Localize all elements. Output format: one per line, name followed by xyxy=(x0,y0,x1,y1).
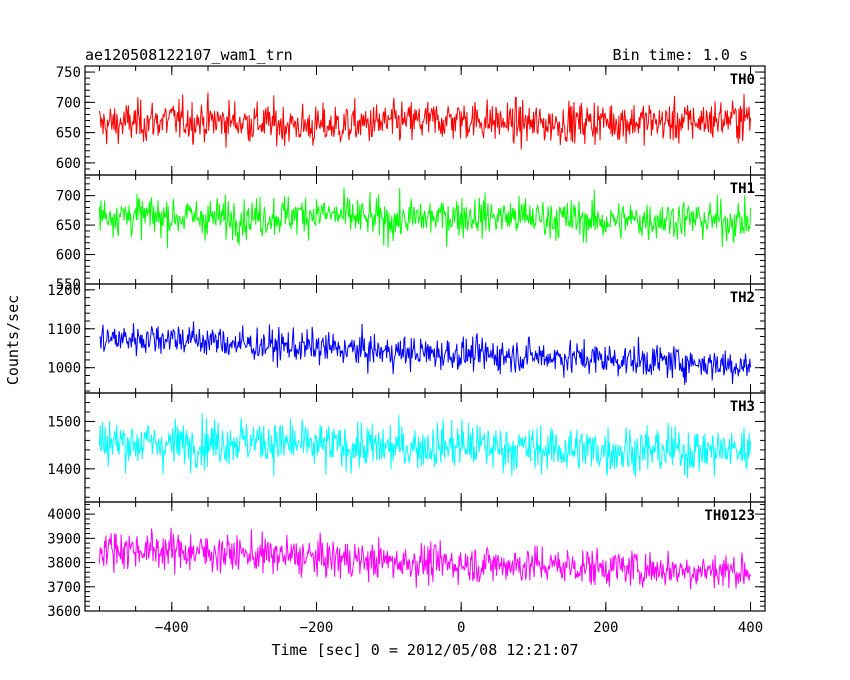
series-th2-line xyxy=(99,321,752,385)
series-th0123-line xyxy=(98,527,752,590)
y-tick-label: 1000 xyxy=(47,361,81,377)
x-tick-label: −400 xyxy=(155,620,189,636)
panels-group: 600 650 700 750 TH0 550 600 650 700 TH1 1000 1100 12… xyxy=(47,65,766,620)
bin-time-label: Bin time: 1.0 s xyxy=(613,46,748,64)
series-th3-line xyxy=(98,413,752,479)
panel-th3: 1400 1500 TH3 xyxy=(47,392,766,503)
series-th1-line xyxy=(98,187,752,249)
x-tick-label: 200 xyxy=(593,620,618,636)
panel-th1: 550 600 650 700 TH1 xyxy=(56,174,766,293)
panel-label: TH2 xyxy=(730,290,755,306)
x-tick-label: 400 xyxy=(738,620,763,636)
y-tick-label: 600 xyxy=(56,156,81,172)
y-axis-label: Counts/sec xyxy=(4,295,22,385)
panel-th0123: 3600 3700 3800 3900 4000 TH0123 xyxy=(47,501,766,620)
y-tick-label: 750 xyxy=(56,65,81,81)
y-tick-label: 3800 xyxy=(47,556,81,572)
panel-th0: 600 650 700 750 TH0 xyxy=(56,65,766,176)
y-tick-label: 700 xyxy=(56,189,81,205)
y-tick-label: 3700 xyxy=(47,580,81,596)
y-tick-label: 700 xyxy=(56,95,81,111)
y-tick-label: 550 xyxy=(56,277,81,293)
y-tick-label: 650 xyxy=(56,126,81,142)
y-tick-label: 1400 xyxy=(47,462,81,478)
y-tick-label: 4000 xyxy=(47,507,81,523)
series-th0-line xyxy=(98,92,752,150)
y-tick-label: 3900 xyxy=(47,531,81,547)
panel-th2: 1000 1100 1200 TH2 xyxy=(47,283,766,394)
y-tick-label: 600 xyxy=(56,248,81,264)
panel-label: TH1 xyxy=(730,181,755,197)
y-tick-label: 1500 xyxy=(47,414,81,430)
chart-title: ae120508122107_wam1_trn xyxy=(85,46,293,64)
x-tick-label: −200 xyxy=(300,620,334,636)
y-tick-label: 1100 xyxy=(47,322,81,338)
panel-label: TH3 xyxy=(730,399,755,415)
x-axis-label: Time [sec] 0 = 2012/05/08 12:21:07 xyxy=(271,641,578,659)
y-tick-label: 650 xyxy=(56,218,81,234)
y-tick-label: 1200 xyxy=(47,283,81,299)
x-axis: −400 −200 0 200 400 xyxy=(155,620,763,636)
x-tick-label: 0 xyxy=(457,620,465,636)
panel-label: TH0123 xyxy=(704,508,755,524)
y-tick-label: 3600 xyxy=(47,604,81,620)
panel-label: TH0 xyxy=(730,72,755,88)
